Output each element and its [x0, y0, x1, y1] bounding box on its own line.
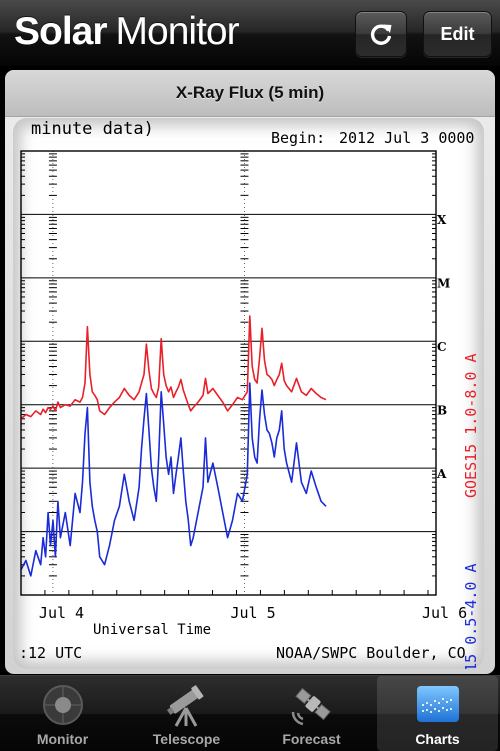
navigation-bar: Solar Monitor Edit [0, 0, 500, 67]
telescope-icon [166, 685, 203, 727]
footer-right-text: NOAA/SWPC Boulder, CO [276, 644, 466, 662]
series-line-0 [20, 315, 327, 420]
begin-value: 2012 Jul 3 0000 [339, 129, 474, 147]
tab-telescope[interactable]: Telescope [126, 676, 247, 751]
panel-header: X-Ray Flux (5 min) [5, 70, 495, 117]
legend-goes15-long: GOES15 1.0-8.0 A [462, 354, 480, 499]
refresh-icon [370, 24, 392, 45]
charts-icon [416, 686, 459, 722]
plot-frame [20, 150, 437, 596]
app-title-bold: Solar [14, 10, 108, 53]
begin-label: Begin: [271, 129, 325, 147]
tab-monitor-label: Monitor [36, 731, 89, 747]
panel-title: X-Ray Flux (5 min) [175, 83, 325, 102]
flare-class-label: A [436, 467, 447, 481]
app-title: Solar Monitor [14, 8, 240, 56]
refresh-button[interactable] [355, 11, 407, 57]
footer-left-text: :12 UTC [19, 644, 82, 662]
edit-button-label: Edit [440, 23, 475, 44]
flare-class-label: C [437, 340, 447, 354]
chart-minor-ticks [20, 153, 436, 595]
x-tick-label: Jul 6 [422, 604, 467, 622]
edit-button[interactable]: Edit [423, 11, 492, 57]
flare-class-label: X [437, 213, 447, 227]
chart-grid [21, 151, 436, 595]
xray-flux-chart[interactable]: minute data) Begin: 2012 Jul 3 0000 Jul … [13, 118, 484, 669]
tab-charts-label: Charts [415, 731, 460, 747]
x-tick-label: Jul 5 [230, 604, 275, 622]
tab-monitor[interactable]: Monitor [2, 676, 123, 751]
tab-forecast[interactable]: Forecast [251, 676, 372, 751]
x-tick-labels: Jul 4 Jul 5 Jul 6 [39, 604, 467, 622]
monitor-icon [42, 685, 83, 725]
tab-charts[interactable]: Charts [377, 676, 498, 751]
flare-class-label: B [437, 403, 447, 417]
chart-svg: minute data) Begin: 2012 Jul 3 0000 Jul … [19, 119, 480, 670]
legend-goes15-short: GOES15 0.5-4.0 A [462, 564, 480, 670]
x-tick-label: Jul 4 [39, 604, 84, 622]
satellite-icon [291, 687, 331, 726]
tab-bar: Monitor Telescope Forecas [0, 675, 500, 751]
app-title-rest: Monitor [115, 10, 240, 53]
tab-telescope-label: Telescope [152, 731, 221, 747]
flare-class-labels: X M C B A [436, 213, 450, 481]
chart-panel: X-Ray Flux (5 min) minute data) Begin: 2… [5, 70, 495, 674]
chart-series [20, 315, 327, 577]
x-axis-label: Universal Time [93, 622, 211, 638]
tab-forecast-label: Forecast [282, 731, 341, 747]
chart-top-left-text: minute data) [31, 119, 154, 139]
flare-class-label: M [437, 277, 450, 291]
series-line-1 [20, 382, 327, 577]
